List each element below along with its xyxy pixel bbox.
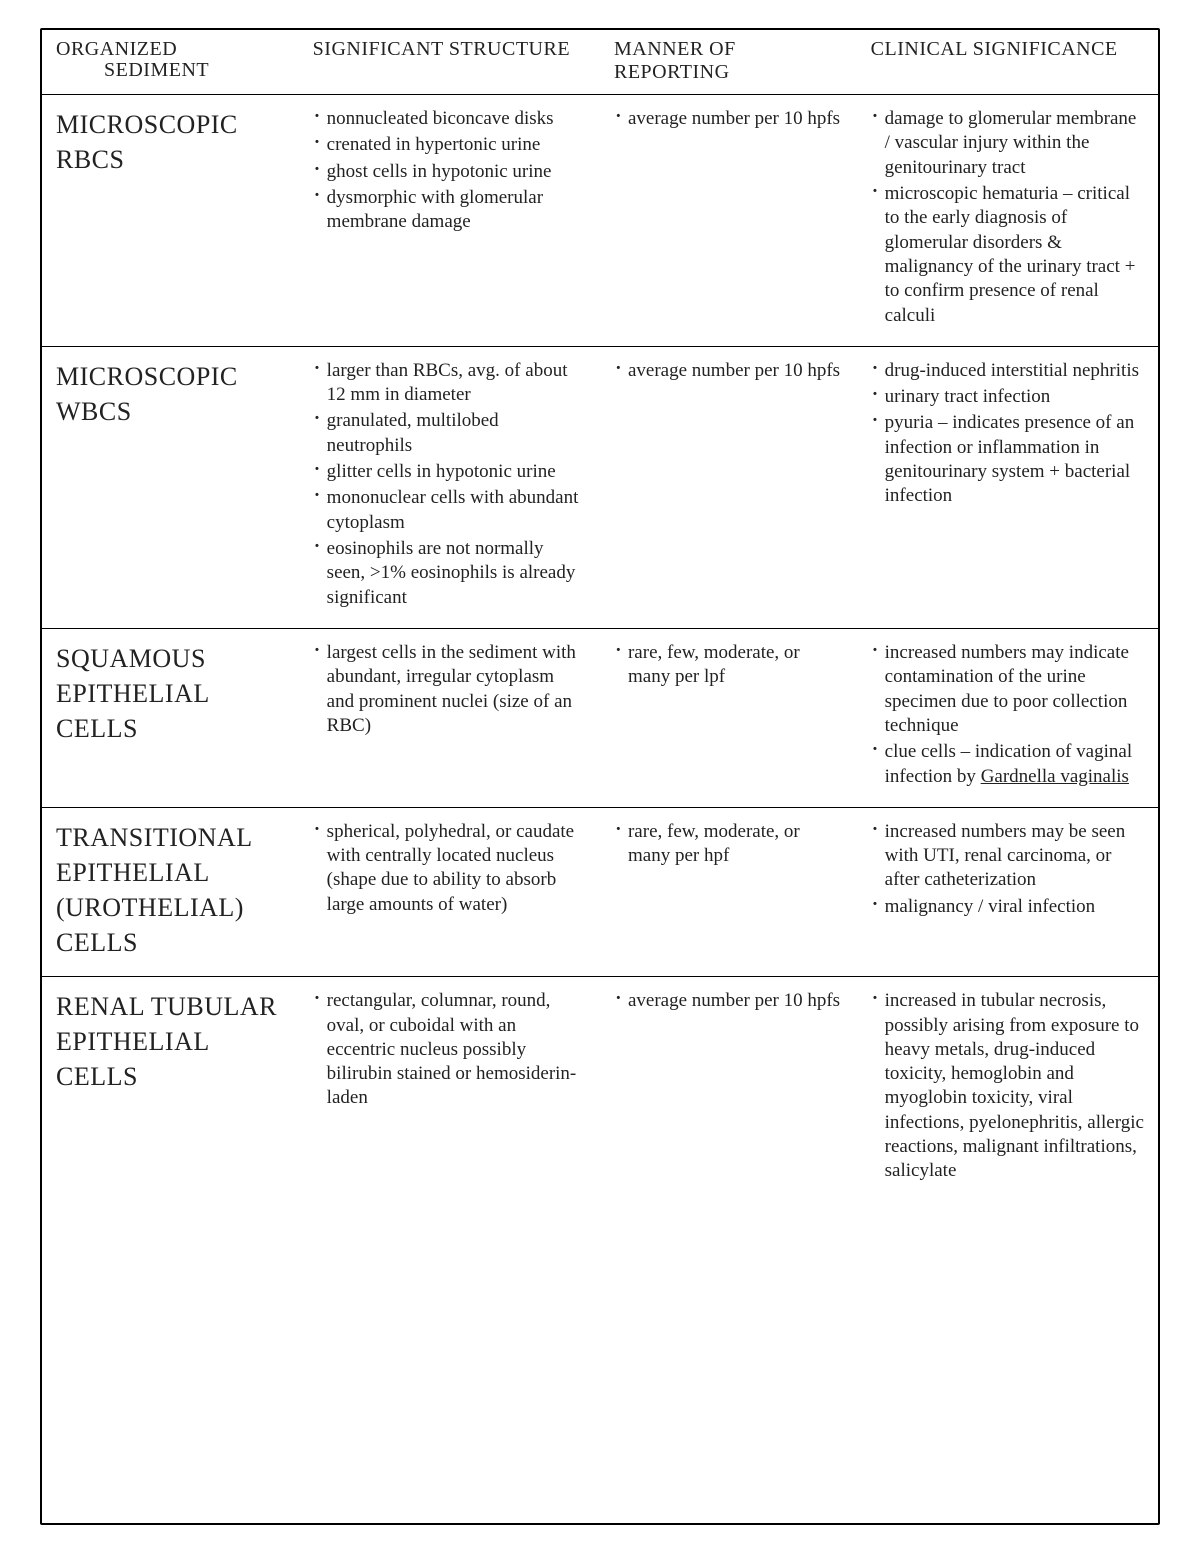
header-text: SEDIMENT [104, 59, 285, 82]
reporting-list: average number per 10 hpfs [614, 359, 843, 383]
significant-structure-cell: rectangular, columnar, round, oval, or c… [299, 989, 600, 1186]
table-header-row: ORGANIZED SEDIMENT SIGNIFICANT STRUCTURE… [42, 30, 1158, 94]
table-row: MICROSCOPIC RBCsnonnucleated biconcave d… [42, 94, 1158, 346]
reporting-list: average number per 10 hpfs [614, 107, 843, 131]
clinical-significance-cell: increased in tubular necrosis, possibly … [857, 989, 1158, 1186]
manner-of-reporting-cell: rare, few, moderate, or many per hpf [600, 820, 857, 960]
list-item: rare, few, moderate, or many per hpf [614, 820, 843, 869]
clinical-list: increased numbers may indicate contamina… [871, 641, 1144, 789]
list-item: pyuria – indicates presence of an infect… [871, 411, 1144, 508]
list-item: increased numbers may indicate contamina… [871, 641, 1144, 738]
manner-of-reporting-cell: average number per 10 hpfs [600, 989, 857, 1186]
header-manner-of-reporting: MANNER OF REPORTING [600, 38, 857, 84]
significant-structure-cell: larger than RBCs, avg. of about 12 mm in… [299, 359, 600, 612]
header-significant-structure: SIGNIFICANT STRUCTURE [299, 38, 600, 84]
list-item: microscopic hematuria – critical to the … [871, 182, 1144, 328]
list-item: larger than RBCs, avg. of about 12 mm in… [313, 359, 586, 408]
clinical-list: drug-induced interstitial nephritisurina… [871, 359, 1144, 509]
header-organized-sediment: ORGANIZED SEDIMENT [42, 38, 299, 84]
list-item: damage to glomerular membrane / vascular… [871, 107, 1144, 180]
reporting-list: rare, few, moderate, or many per hpf [614, 820, 843, 869]
sediment-name: MICROSCOPIC WBCs [42, 359, 299, 612]
sediment-name: SQUAMOUS EPITHELIAL CELLS [42, 641, 299, 791]
table-row: RENAL TUBULAR EPITHELIAL CELLSrectangula… [42, 976, 1158, 1202]
table-row: MICROSCOPIC WBCs larger than RBCs, avg. o… [42, 346, 1158, 628]
list-item: crenated in hypertonic urine [313, 133, 586, 157]
underlined-term: Gardnella vaginalis [981, 766, 1129, 787]
list-item: granulated, multilobed neutrophils [313, 409, 586, 458]
list-item: average number per 10 hpfs [614, 989, 843, 1013]
list-item: mononuclear cells with abundant cytoplas… [313, 486, 586, 535]
sediment-name: TRANSITIONAL EPITHELIAL (UROTHELIAL) CEL… [42, 820, 299, 960]
manner-of-reporting-cell: average number per 10 hpfs [600, 359, 857, 612]
list-item: ghost cells in hypotonic urine [313, 160, 586, 184]
reporting-list: rare, few, moderate, or many per lpf [614, 641, 843, 690]
significant-structure-cell: nonnucleated biconcave diskscrenated in … [299, 107, 600, 330]
table-row: TRANSITIONAL EPITHELIAL (UROTHELIAL) CEL… [42, 807, 1158, 976]
manner-of-reporting-cell: rare, few, moderate, or many per lpf [600, 641, 857, 791]
significant-structure-cell: largest cells in the sediment with abund… [299, 641, 600, 791]
list-item: drug-induced interstitial nephritis [871, 359, 1144, 383]
list-item: average number per 10 hpfs [614, 359, 843, 383]
list-item: largest cells in the sediment with abund… [313, 641, 586, 738]
list-item: malignancy / viral infection [871, 895, 1144, 919]
list-item: clue cells – indication of vaginal infec… [871, 740, 1144, 789]
structure-list: rectangular, columnar, round, oval, or c… [313, 989, 586, 1111]
clinical-list: increased numbers may be seen with UTI, … [871, 820, 1144, 919]
list-item: dysmorphic with glomerular membrane dama… [313, 186, 586, 235]
list-item: average number per 10 hpfs [614, 107, 843, 131]
clinical-significance-cell: drug-induced interstitial nephritisurina… [857, 359, 1158, 612]
clinical-list: damage to glomerular membrane / vascular… [871, 107, 1144, 328]
table-row: SQUAMOUS EPITHELIAL CELLSlargest cells i… [42, 628, 1158, 807]
table-body: MICROSCOPIC RBCsnonnucleated biconcave d… [42, 94, 1158, 1523]
header-clinical-significance: CLINICAL SIGNIFICANCE [857, 38, 1158, 84]
structure-list: larger than RBCs, avg. of about 12 mm in… [313, 359, 586, 610]
header-text: ORGANIZED [56, 38, 285, 61]
table-frame: ORGANIZED SEDIMENT SIGNIFICANT STRUCTURE… [40, 28, 1160, 1525]
list-item: increased in tubular necrosis, possibly … [871, 989, 1144, 1184]
list-item: urinary tract infection [871, 385, 1144, 409]
list-item: rectangular, columnar, round, oval, or c… [313, 989, 586, 1111]
structure-list: spherical, polyhedral, or caudate with c… [313, 820, 586, 917]
clinical-significance-cell: increased numbers may indicate contamina… [857, 641, 1158, 791]
manner-of-reporting-cell: average number per 10 hpfs [600, 107, 857, 330]
sediment-name: RENAL TUBULAR EPITHELIAL CELLS [42, 989, 299, 1186]
structure-list: largest cells in the sediment with abund… [313, 641, 586, 738]
list-item: rare, few, moderate, or many per lpf [614, 641, 843, 690]
structure-list: nonnucleated biconcave diskscrenated in … [313, 107, 586, 235]
list-item: increased numbers may be seen with UTI, … [871, 820, 1144, 893]
list-item: eosinophils are not normally seen, >1% e… [313, 537, 586, 610]
clinical-significance-cell: damage to glomerular membrane / vascular… [857, 107, 1158, 330]
reporting-list: average number per 10 hpfs [614, 989, 843, 1013]
list-item: spherical, polyhedral, or caudate with c… [313, 820, 586, 917]
list-item: glitter cells in hypotonic urine [313, 460, 586, 484]
list-item: nonnucleated biconcave disks [313, 107, 586, 131]
sediment-name: MICROSCOPIC RBCs [42, 107, 299, 330]
page: ORGANIZED SEDIMENT SIGNIFICANT STRUCTURE… [0, 0, 1200, 1553]
clinical-list: increased in tubular necrosis, possibly … [871, 989, 1144, 1184]
significant-structure-cell: spherical, polyhedral, or caudate with c… [299, 820, 600, 960]
clinical-significance-cell: increased numbers may be seen with UTI, … [857, 820, 1158, 960]
